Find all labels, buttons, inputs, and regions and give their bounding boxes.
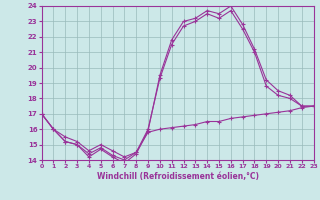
X-axis label: Windchill (Refroidissement éolien,°C): Windchill (Refroidissement éolien,°C)	[97, 172, 259, 181]
